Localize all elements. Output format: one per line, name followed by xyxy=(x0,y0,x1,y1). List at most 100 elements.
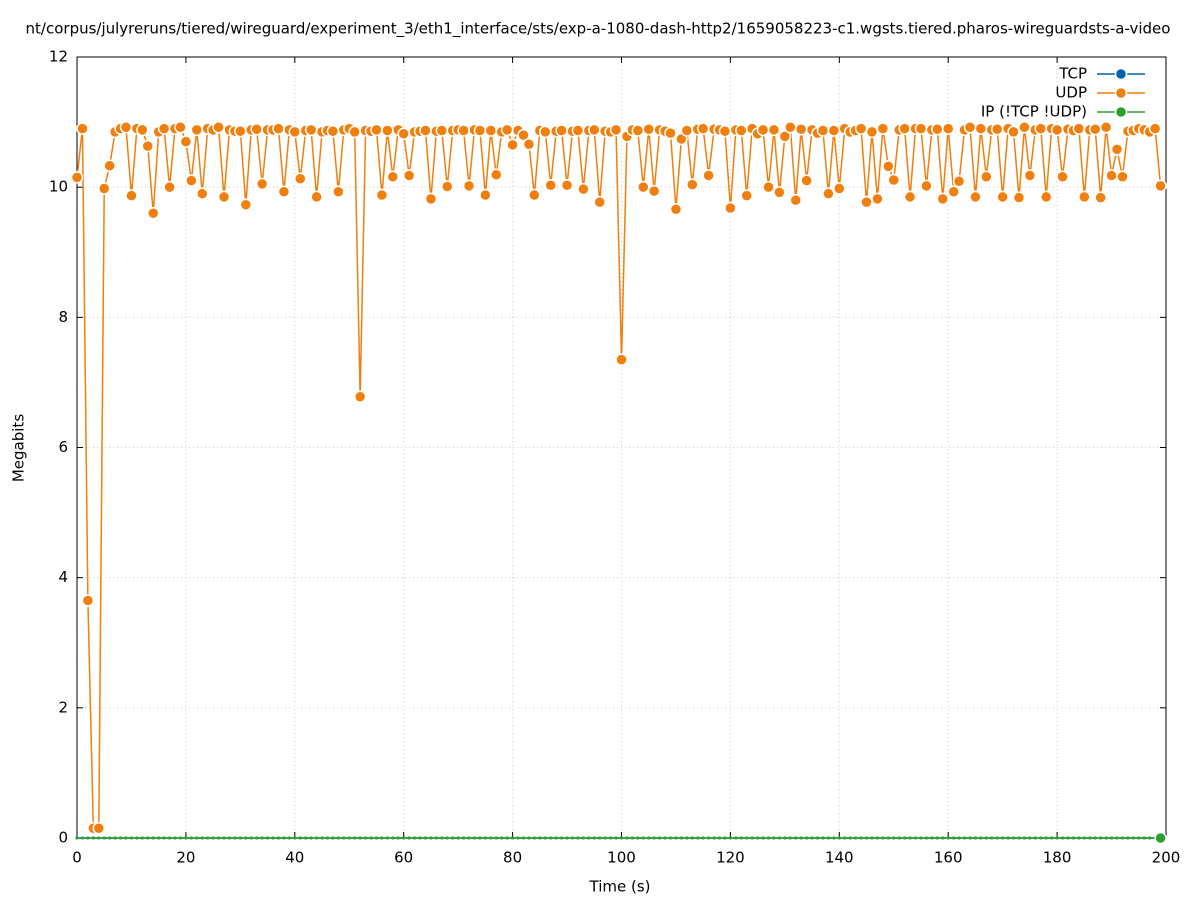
data-point xyxy=(260,836,264,840)
y-tick-label: 10 xyxy=(49,178,68,196)
data-point xyxy=(435,124,449,137)
data-point xyxy=(728,836,732,840)
data-point xyxy=(630,836,634,840)
data-point xyxy=(206,836,210,840)
data-point xyxy=(424,192,438,206)
data-point xyxy=(979,836,983,840)
data-point xyxy=(914,836,918,840)
data-point xyxy=(555,124,568,137)
data-point xyxy=(593,195,606,209)
data-point xyxy=(397,127,410,141)
data-point xyxy=(282,836,286,840)
data-point xyxy=(984,836,988,840)
data-point xyxy=(642,122,655,136)
data-point xyxy=(544,178,557,192)
data-point xyxy=(865,125,879,139)
data-point xyxy=(76,122,89,135)
data-point xyxy=(141,139,155,153)
data-point xyxy=(886,836,890,840)
data-point xyxy=(250,122,263,136)
data-point xyxy=(996,190,1009,204)
data-point xyxy=(799,836,803,840)
data-point xyxy=(740,189,753,202)
x-tick-label: 140 xyxy=(825,849,854,867)
data-point xyxy=(1088,122,1102,136)
data-point xyxy=(871,192,884,206)
data-point xyxy=(129,836,133,840)
data-point xyxy=(647,836,651,840)
data-point xyxy=(288,125,302,139)
data-point xyxy=(865,836,869,840)
data-point xyxy=(168,836,172,840)
data-point xyxy=(947,185,960,198)
data-point xyxy=(119,836,123,840)
data-point xyxy=(963,836,967,840)
data-point xyxy=(375,188,389,202)
data-point xyxy=(664,126,677,140)
data-point xyxy=(914,122,928,135)
data-point xyxy=(592,836,596,840)
data-point xyxy=(212,121,225,134)
data-point xyxy=(353,390,367,403)
data-point xyxy=(457,124,470,137)
y-tick-label: 2 xyxy=(58,698,68,716)
data-point xyxy=(1088,836,1092,840)
data-point xyxy=(92,821,106,835)
data-point xyxy=(887,173,900,187)
data-point xyxy=(185,174,198,187)
data-point xyxy=(789,193,802,207)
data-point xyxy=(990,836,994,840)
data-point xyxy=(1006,836,1010,840)
data-point xyxy=(1082,836,1086,840)
data-point xyxy=(146,206,160,220)
data-point xyxy=(1148,836,1152,840)
x-tick-label: 80 xyxy=(503,849,522,867)
data-point xyxy=(876,122,890,135)
data-point xyxy=(1110,836,1114,840)
data-point xyxy=(419,124,432,137)
data-point xyxy=(881,836,885,840)
data-point xyxy=(980,170,993,184)
data-point xyxy=(810,836,814,840)
data-point xyxy=(739,836,743,840)
data-point xyxy=(875,836,879,840)
data-point xyxy=(396,836,400,840)
data-point xyxy=(821,836,825,840)
data-point xyxy=(685,836,689,840)
data-point xyxy=(777,836,781,840)
data-point xyxy=(517,128,530,142)
data-point xyxy=(832,836,836,840)
data-point xyxy=(315,836,319,840)
data-point xyxy=(614,836,618,840)
data-point xyxy=(767,123,781,137)
data-point xyxy=(386,170,400,184)
data-point xyxy=(440,836,444,840)
x-tick-label: 180 xyxy=(1043,849,1072,867)
data-point xyxy=(326,124,340,138)
data-point xyxy=(473,124,487,137)
data-point xyxy=(304,836,308,840)
data-point xyxy=(637,180,650,194)
x-tick-label: 160 xyxy=(934,849,963,867)
data-point xyxy=(707,836,711,840)
data-point xyxy=(669,836,673,840)
data-point xyxy=(1012,836,1016,840)
data-point xyxy=(348,125,361,139)
data-point xyxy=(854,122,868,135)
data-point xyxy=(522,137,536,151)
data-point xyxy=(690,836,694,840)
data-point xyxy=(483,836,487,840)
data-point xyxy=(1148,122,1162,135)
data-point xyxy=(1094,191,1107,204)
data-point xyxy=(560,178,574,192)
data-point xyxy=(908,836,912,840)
data-point xyxy=(1105,169,1118,182)
data-point xyxy=(990,122,1004,136)
y-axis-label: Megabits xyxy=(10,414,28,482)
data-point xyxy=(331,836,335,840)
data-point xyxy=(75,836,79,840)
legend-swatch xyxy=(1114,86,1128,100)
data-point xyxy=(151,836,155,840)
data-point xyxy=(854,836,858,840)
data-point xyxy=(462,179,476,193)
